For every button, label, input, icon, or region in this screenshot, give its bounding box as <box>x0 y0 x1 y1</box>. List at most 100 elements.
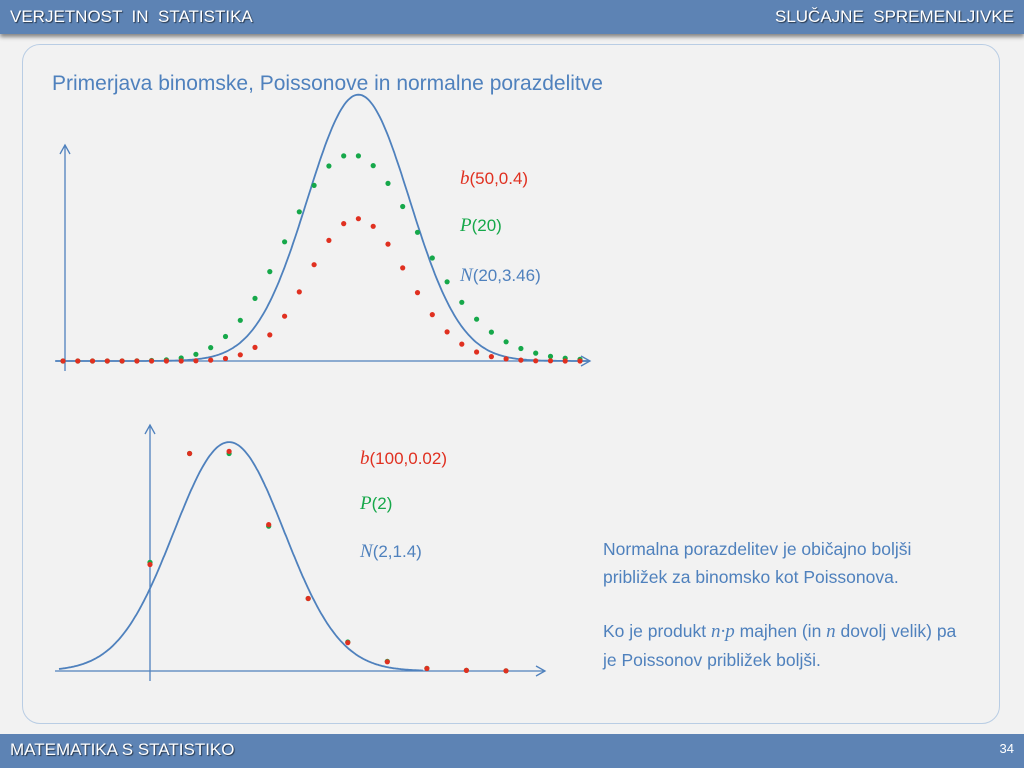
binomial-point <box>474 349 480 355</box>
binomial-point <box>75 358 81 364</box>
poisson-point <box>503 339 509 345</box>
normal-curve <box>58 441 423 672</box>
poisson-point <box>341 153 347 159</box>
binomial-point <box>355 216 361 222</box>
binomial-point <box>345 640 351 646</box>
note-paragraph-1: Normalna porazdelitev je običajno boljši… <box>603 539 912 587</box>
poisson-point <box>311 182 317 188</box>
binomial-point <box>385 241 391 247</box>
slide-title: Primerjava binomske, Poissonove in norma… <box>52 72 603 95</box>
binomial-point <box>104 358 110 364</box>
legend-binomial-100: b(100,0.02) <box>360 448 447 470</box>
binomial-point <box>119 358 125 364</box>
poisson-point <box>459 299 465 305</box>
poisson-point <box>414 229 421 235</box>
binomial-point <box>424 665 430 672</box>
binomial-point <box>147 561 153 568</box>
poisson-point <box>488 329 494 335</box>
binomial-point <box>252 344 258 350</box>
legend-normal-2: N(2,1.4) <box>360 541 422 563</box>
content-panel <box>22 44 1000 724</box>
legend-binomial-50: b(50,0.4) <box>460 168 528 190</box>
binomial-point <box>400 265 406 271</box>
binomial-point <box>311 262 317 268</box>
binomial-point <box>414 290 421 296</box>
note-paragraph-2: Ko je produkt n·p majhen (in n dovolj ve… <box>603 617 973 674</box>
binomial-point <box>533 358 539 364</box>
binomial-point <box>503 668 509 674</box>
binomial-point <box>384 659 390 665</box>
binomial-point <box>222 355 229 362</box>
binomial-point <box>503 356 509 362</box>
legend-symbol: b <box>360 448 370 469</box>
binomial-point <box>149 358 155 364</box>
header-chapter-title: SLUČAJNE SPREMENLJIVKE <box>774 7 1014 26</box>
page-number: 34 <box>999 741 1014 756</box>
footer-course-name: MATEMATIKA S STATISTIKO <box>10 740 235 759</box>
legend-normal-20: N(20,3.46) <box>460 265 541 287</box>
binomial-point <box>282 313 288 319</box>
footer-bar: MATEMATIKA S STATISTIKO 34 <box>0 734 1024 768</box>
poisson-point <box>282 239 288 245</box>
binomial-point <box>208 357 214 363</box>
binomial-point <box>187 450 193 457</box>
binomial-point <box>134 358 140 364</box>
legend-args: (50,0.4) <box>469 169 529 188</box>
poisson-point <box>370 163 376 169</box>
legend-args: (2) <box>371 494 393 513</box>
binomial-point <box>341 221 347 227</box>
binomial-point <box>266 522 272 528</box>
poisson-point <box>326 163 332 169</box>
poisson-point <box>385 180 391 186</box>
y-axis-arrow <box>144 423 156 435</box>
legend-args: (20) <box>471 216 502 235</box>
poisson-point <box>252 295 258 301</box>
poisson-point <box>193 351 199 357</box>
binomial-point <box>444 329 450 335</box>
binomial-point <box>547 358 554 364</box>
binomial-point <box>89 358 96 364</box>
legend-poisson-20: P(20) <box>460 215 502 237</box>
poisson-point <box>237 317 243 323</box>
poisson-point <box>474 316 480 322</box>
poisson-point <box>429 255 435 261</box>
binomial-point <box>370 223 376 229</box>
binomial-point <box>488 354 494 360</box>
chart-binomial-100 <box>55 423 547 681</box>
binomial-point <box>459 341 465 347</box>
binomial-point <box>518 357 524 363</box>
legend-args: (2,1.4) <box>372 542 422 561</box>
legend-args: (20,3.46) <box>472 266 541 285</box>
poisson-point <box>267 269 273 275</box>
binomial-point <box>326 237 332 243</box>
binomial-point <box>296 289 302 295</box>
binomial-point <box>178 358 184 364</box>
binomial-point <box>429 312 435 318</box>
chart-binomial-50 <box>55 93 592 371</box>
poisson-point <box>518 345 524 352</box>
binomial-point <box>226 448 232 454</box>
poisson-point <box>208 345 214 351</box>
binomial-point <box>577 358 583 364</box>
note-text: Ko je produkt <box>603 621 711 641</box>
legend-args: (100,0.02) <box>369 449 448 468</box>
x-axis-arrow <box>580 355 592 367</box>
note-text: majhen (in <box>734 621 827 641</box>
poisson-point <box>533 350 539 356</box>
legend-symbol: b <box>460 168 470 189</box>
y-axis-arrow <box>59 143 71 155</box>
binomial-point <box>237 352 243 358</box>
legend-symbol: N <box>460 265 473 286</box>
binomial-point <box>267 332 273 338</box>
binomial-point <box>305 595 311 602</box>
legend-symbol: P <box>360 493 372 514</box>
poisson-point <box>547 353 554 359</box>
legend-poisson-2: P(2) <box>360 493 392 515</box>
note-math-n: n <box>826 621 836 642</box>
poisson-point <box>444 279 450 285</box>
poisson-point <box>296 209 302 215</box>
binomial-point <box>562 358 568 364</box>
poisson-point <box>355 153 361 159</box>
binomial-point <box>60 358 66 364</box>
